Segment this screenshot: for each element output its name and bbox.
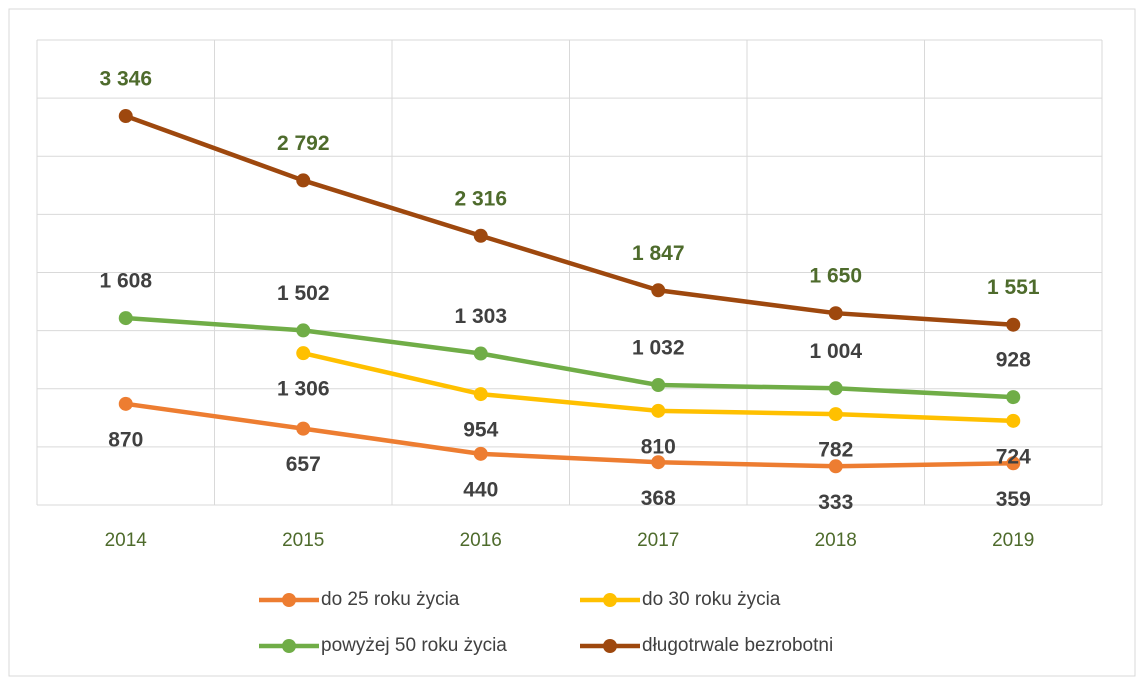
x-tick-label: 2015 — [282, 530, 324, 551]
legend-marker — [282, 593, 296, 607]
data-point — [473, 346, 488, 361]
data-point — [118, 311, 133, 326]
data-label: 1 608 — [99, 270, 152, 293]
data-point — [1006, 390, 1021, 405]
data-label: 1 551 — [987, 276, 1040, 299]
data-label: 2 316 — [454, 187, 507, 210]
series-line — [125, 315, 1014, 400]
data-point — [828, 381, 843, 396]
data-label: 1 847 — [632, 242, 685, 265]
data-label: 870 — [108, 428, 143, 451]
data-label: 333 — [818, 491, 853, 514]
data-label: 954 — [463, 419, 498, 442]
x-tick-label: 2017 — [637, 530, 679, 551]
data-point — [296, 323, 311, 338]
data-point — [473, 446, 488, 461]
data-label: 1 502 — [277, 282, 330, 305]
data-label: 3 346 — [99, 68, 152, 91]
data-label: 1 650 — [809, 265, 862, 288]
chart-border — [8, 8, 1136, 677]
data-label: 657 — [286, 453, 321, 476]
data-point — [1006, 317, 1021, 332]
legend-label: do 25 roku życia — [321, 589, 460, 610]
data-point — [296, 173, 311, 188]
data-label: 368 — [641, 487, 676, 510]
legend-label: do 30 roku życia — [642, 589, 781, 610]
data-point — [473, 228, 488, 243]
data-point — [651, 283, 666, 298]
legend-marker — [282, 639, 296, 653]
data-label: 782 — [818, 439, 853, 462]
data-point — [473, 387, 488, 402]
x-tick-label: 2014 — [105, 530, 148, 551]
data-label: 1 303 — [454, 305, 507, 328]
data-label: 1 004 — [809, 340, 862, 363]
series-line — [125, 401, 1014, 469]
data-point — [828, 407, 843, 422]
data-point — [651, 378, 666, 393]
data-point — [1006, 456, 1021, 471]
legend-marker — [603, 593, 617, 607]
data-point — [296, 346, 311, 361]
data-label: 1 032 — [632, 337, 685, 360]
legend-label: powyżej 50 roku życia — [321, 635, 507, 656]
legend-label: długotrwale bezrobotni — [642, 635, 833, 656]
data-label: 724 — [996, 445, 1031, 468]
data-label: 359 — [996, 488, 1031, 511]
data-label: 1 306 — [277, 378, 330, 401]
data-point — [651, 455, 666, 470]
data-point — [828, 459, 843, 474]
legend-marker — [603, 639, 617, 653]
data-point — [1006, 413, 1021, 428]
x-tick-label: 2016 — [460, 530, 502, 551]
data-point — [118, 109, 133, 124]
data-point — [651, 403, 666, 418]
data-point — [828, 306, 843, 321]
x-tick-label: 2019 — [992, 530, 1034, 551]
data-label: 2 792 — [277, 132, 330, 155]
data-label: 440 — [463, 478, 498, 501]
data-point — [118, 396, 133, 411]
data-point — [296, 421, 311, 436]
data-label: 810 — [641, 435, 676, 458]
series-line — [124, 113, 1014, 327]
data-label: 928 — [996, 349, 1031, 372]
x-tick-label: 2018 — [815, 530, 857, 551]
